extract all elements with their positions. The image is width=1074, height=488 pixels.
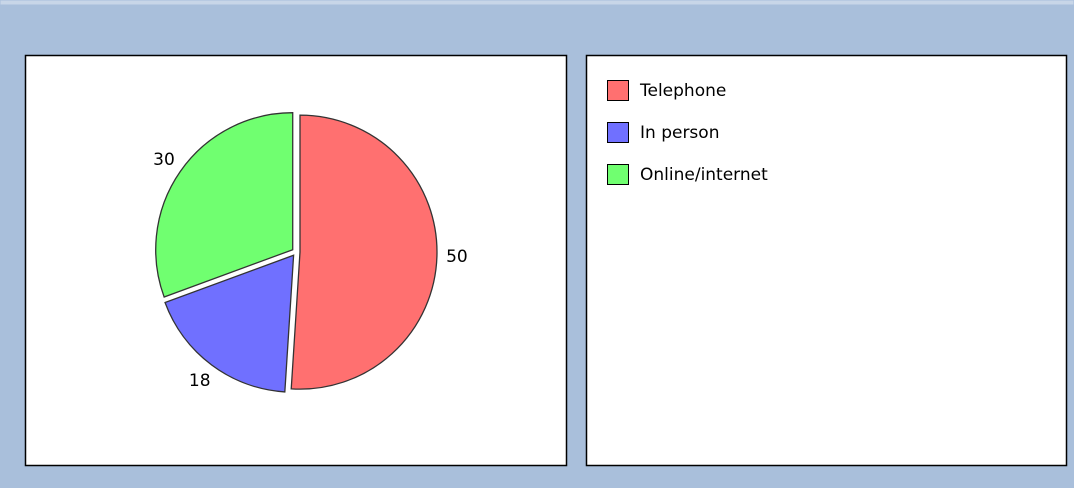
- pie: 50 18 30: [153, 112, 468, 393]
- legend-panel: [585, 54, 1068, 467]
- top-edge: [0, 0, 1074, 5]
- legend-label: Telephone: [639, 81, 726, 101]
- slice-label: 30: [153, 150, 175, 170]
- legend: Telephone In person Online/internet: [607, 80, 768, 185]
- pie-slice: [155, 112, 294, 298]
- pie-slice: [164, 254, 295, 393]
- slice-label: 18: [189, 371, 211, 391]
- legend-swatch: [607, 80, 629, 101]
- slice-label: 50: [446, 247, 468, 267]
- pie-slice: [290, 114, 438, 390]
- chart-panel: [24, 54, 568, 467]
- legend-swatch: [607, 122, 629, 143]
- legend-swatch: [607, 164, 629, 185]
- legend-label: Online/internet: [640, 165, 768, 185]
- legend-label: In person: [640, 123, 719, 143]
